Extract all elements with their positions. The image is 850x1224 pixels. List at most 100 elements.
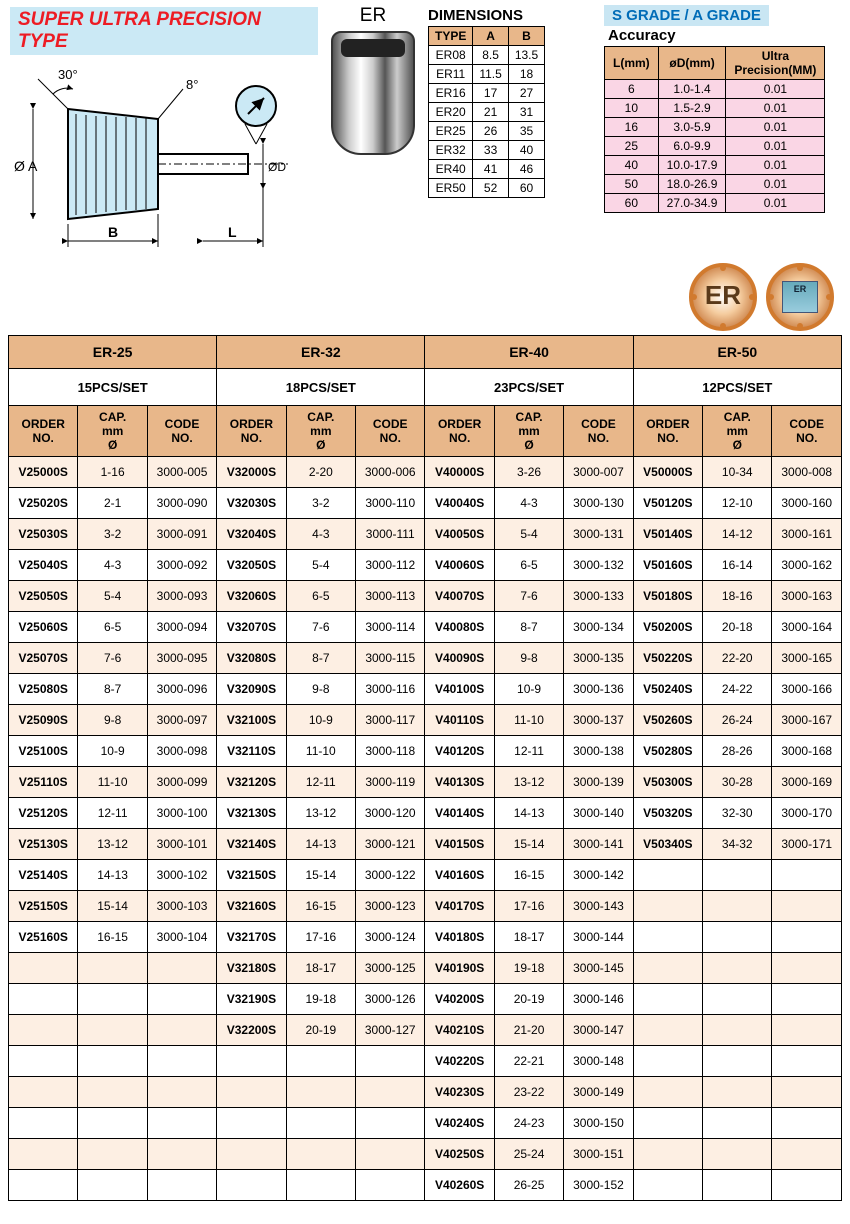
order-no: V25080S — [9, 674, 78, 705]
order-no: V25100S — [9, 736, 78, 767]
order-no: V50000S — [633, 457, 702, 488]
cap: 19-18 — [286, 984, 355, 1015]
order-no: V50260S — [633, 705, 702, 736]
order-no: V40210S — [425, 1015, 494, 1046]
code-no: 3000-163 — [772, 581, 842, 612]
set-header: 18PCS/SET — [217, 369, 425, 406]
code-no: 3000-131 — [564, 519, 633, 550]
cap: 14-12 — [703, 519, 772, 550]
cap: 10-34 — [703, 457, 772, 488]
cap: 1-16 — [78, 457, 147, 488]
er-badge-2: ER — [766, 263, 834, 331]
code-no: 3000-142 — [564, 860, 633, 891]
code-no: 3000-144 — [564, 922, 633, 953]
code-no: 3000-097 — [147, 705, 216, 736]
order-no: V32030S — [217, 488, 286, 519]
order-no: V25120S — [9, 798, 78, 829]
cap: 10-9 — [494, 674, 563, 705]
order-no: V32180S — [217, 953, 286, 984]
set-header: 15PCS/SET — [9, 369, 217, 406]
code-no: 3000-112 — [356, 550, 425, 581]
order-no: V25000S — [9, 457, 78, 488]
order-no: V32080S — [217, 643, 286, 674]
table-row: V25040S4-33000-092V32050S5-43000-112V400… — [9, 550, 842, 581]
code-no: 3000-091 — [147, 519, 216, 550]
svg-text:B: B — [108, 224, 118, 240]
code-no: 3000-170 — [772, 798, 842, 829]
dim-row: ER161727 — [429, 84, 545, 103]
er-badge-1: ER — [689, 263, 757, 331]
cap: 5-4 — [494, 519, 563, 550]
order-no: V50160S — [633, 550, 702, 581]
code-no: 3000-006 — [356, 457, 425, 488]
order-no: V50280S — [633, 736, 702, 767]
order-no: V25040S — [9, 550, 78, 581]
cap: 13-12 — [494, 767, 563, 798]
cap: 3-26 — [494, 457, 563, 488]
code-no: 3000-136 — [564, 674, 633, 705]
cap: 2-1 — [78, 488, 147, 519]
cap: 28-26 — [703, 736, 772, 767]
cap: 15-14 — [78, 891, 147, 922]
cap: 12-11 — [78, 798, 147, 829]
svg-text:30°: 30° — [58, 67, 78, 82]
series-header: ER-50 — [633, 336, 841, 369]
code-no: 3000-148 — [564, 1046, 633, 1077]
order-no: V50200S — [633, 612, 702, 643]
order-no: V40060S — [425, 550, 494, 581]
collet-image — [331, 31, 415, 155]
order-no: V40170S — [425, 891, 494, 922]
order-no: V25070S — [9, 643, 78, 674]
order-no: V32170S — [217, 922, 286, 953]
code-no: 3000-164 — [772, 612, 842, 643]
cap: 2-20 — [286, 457, 355, 488]
code-no: 3000-127 — [356, 1015, 425, 1046]
series-header: ER-25 — [9, 336, 217, 369]
cap: 14-13 — [286, 829, 355, 860]
col-header: CAP.mmØ — [703, 406, 772, 457]
accuracy-table: L(mm)øD(mm)UltraPrecision(MM)61.0-1.40.0… — [604, 46, 825, 213]
order-no: V40240S — [425, 1108, 494, 1139]
order-no: V50140S — [633, 519, 702, 550]
code-no: 3000-166 — [772, 674, 842, 705]
acc-col: L(mm) — [605, 47, 659, 80]
code-no: 3000-167 — [772, 705, 842, 736]
table-row: V25150S15-143000-103V32160S16-153000-123… — [9, 891, 842, 922]
col-header: CAP.mmØ — [286, 406, 355, 457]
cap: 32-30 — [703, 798, 772, 829]
order-no: V50180S — [633, 581, 702, 612]
code-no: 3000-114 — [356, 612, 425, 643]
order-no: V32060S — [217, 581, 286, 612]
cap: 7-6 — [286, 612, 355, 643]
cap: 10-9 — [78, 736, 147, 767]
cap: 11-10 — [78, 767, 147, 798]
order-no: V40220S — [425, 1046, 494, 1077]
cap: 9-8 — [494, 643, 563, 674]
dimensions-table: TYPEABER088.513.5ER1111.518ER161727ER202… — [428, 26, 545, 198]
order-no: V32130S — [217, 798, 286, 829]
cap: 15-14 — [494, 829, 563, 860]
code-no: 3000-140 — [564, 798, 633, 829]
cap: 34-32 — [703, 829, 772, 860]
code-no: 3000-111 — [356, 519, 425, 550]
order-no: V32140S — [217, 829, 286, 860]
cap: 22-21 — [494, 1046, 563, 1077]
col-header: CODENO. — [772, 406, 842, 457]
code-no: 3000-115 — [356, 643, 425, 674]
table-row: V40260S26-253000-152 — [9, 1170, 842, 1201]
code-no: 3000-169 — [772, 767, 842, 798]
code-no: 3000-134 — [564, 612, 633, 643]
order-no: V25140S — [9, 860, 78, 891]
cap: 6-5 — [494, 550, 563, 581]
cap: 17-16 — [494, 891, 563, 922]
col-header: ORDERNO. — [425, 406, 494, 457]
code-no: 3000-147 — [564, 1015, 633, 1046]
cap: 21-20 — [494, 1015, 563, 1046]
table-row: V25090S9-83000-097V32100S10-93000-117V40… — [9, 705, 842, 736]
cap: 16-15 — [78, 922, 147, 953]
order-no: V32100S — [217, 705, 286, 736]
col-header: CODENO. — [564, 406, 633, 457]
svg-text:8°: 8° — [186, 77, 198, 92]
table-row: V25100S10-93000-098V32110S11-103000-118V… — [9, 736, 842, 767]
cap: 7-6 — [494, 581, 563, 612]
